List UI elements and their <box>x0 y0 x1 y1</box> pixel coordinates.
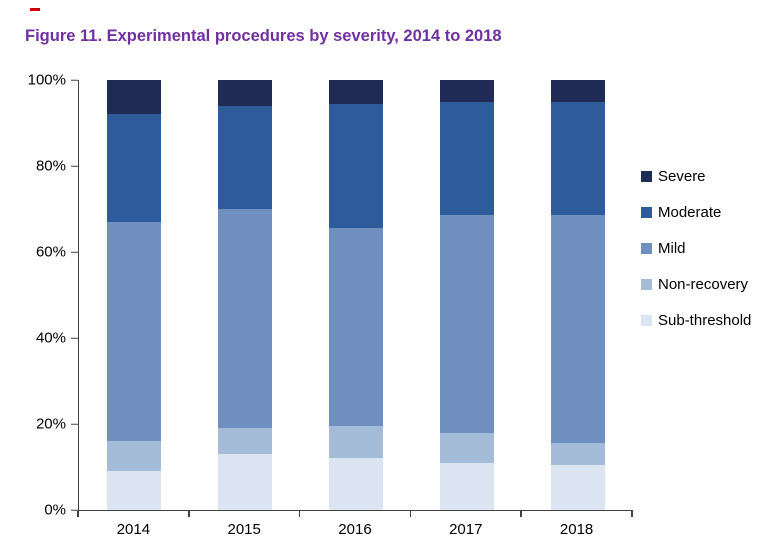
bar-segment-sub-threshold <box>439 462 494 510</box>
x-tick-mark <box>520 511 522 517</box>
y-tick-mark <box>71 337 78 339</box>
bar-segment-mild <box>550 215 605 444</box>
y-tick-label: 60% <box>35 243 66 261</box>
x-tick-label-2017: 2017 <box>449 521 483 538</box>
x-axis-labels: 2014 2015 2016 2017 2018 <box>78 521 632 538</box>
bar-segment-non-recovery <box>218 428 273 455</box>
x-tick-label-2014: 2014 <box>116 521 151 538</box>
stacked-bar-2016 <box>328 80 383 510</box>
bar-segment-non-recovery <box>439 432 494 463</box>
y-tick-mark <box>71 165 78 167</box>
y-axis-ticks <box>71 79 78 511</box>
bar-segment-moderate <box>550 101 605 216</box>
page-artifact-red-mark <box>30 8 40 11</box>
y-tick-label: 80% <box>35 157 66 175</box>
legend-swatch-moderate <box>641 206 652 218</box>
x-tick-mark <box>77 511 79 517</box>
legend-label-non-recovery: Non-recovery <box>658 275 749 293</box>
bar-segment-moderate <box>107 114 162 222</box>
figure-title: Figure 11. Experimental procedures by se… <box>25 27 502 45</box>
stacked-bar-2017 <box>439 80 494 510</box>
y-tick-mark <box>71 79 78 81</box>
bar-segment-mild <box>107 221 162 442</box>
bar-segment-severe <box>218 80 273 106</box>
legend-swatch-sub-threshold <box>641 314 652 326</box>
x-tick-mark <box>409 511 412 517</box>
stacked-bar-2018 <box>550 80 605 510</box>
x-tick-label-2016: 2016 <box>338 521 372 538</box>
y-tick-mark <box>71 251 78 253</box>
legend-item-mild: Mild <box>641 238 751 258</box>
y-tick-label: 20% <box>35 415 66 433</box>
bar-segment-non-recovery <box>328 426 383 459</box>
bar-segment-sub-threshold <box>550 464 605 510</box>
bar-segment-moderate <box>328 103 383 229</box>
legend-item-moderate: Moderate <box>641 202 751 222</box>
legend-item-non-recovery: Non-recovery <box>641 274 751 294</box>
stacked-bar-2015 <box>218 80 273 510</box>
bar-segment-mild <box>218 209 273 429</box>
bar-segment-non-recovery <box>550 443 605 465</box>
y-tick-mark <box>71 423 78 425</box>
y-tick-label: 0% <box>44 501 66 519</box>
legend-label-severe: Severe <box>658 167 706 185</box>
bar-segment-mild <box>439 215 494 433</box>
y-tick-label: 100% <box>27 71 66 89</box>
bar-segment-severe <box>328 80 383 104</box>
bar-segment-moderate <box>218 105 273 210</box>
x-tick-label-2015: 2015 <box>227 521 261 538</box>
bar-segment-non-recovery <box>107 441 162 472</box>
legend: Severe Moderate Mild Non-recovery Sub-thresh… <box>641 166 751 346</box>
x-axis-ticks <box>77 511 633 517</box>
x-tick-mark <box>298 511 301 517</box>
stacked-bar-2014 <box>107 80 162 510</box>
plot-area <box>78 80 633 511</box>
bar-segment-severe <box>550 80 605 102</box>
bar-segment-severe <box>107 80 162 115</box>
bar-segment-sub-threshold <box>218 454 273 510</box>
legend-swatch-severe <box>641 170 652 182</box>
x-tick-mark <box>631 511 633 517</box>
legend-label-mild: Mild <box>658 239 686 257</box>
bar-segment-mild <box>328 228 383 427</box>
x-tick-label-2018: 2018 <box>559 521 594 538</box>
legend-item-severe: Severe <box>641 166 751 186</box>
legend-label-sub-threshold: Sub-threshold <box>658 311 752 329</box>
bar-segment-moderate <box>439 101 494 216</box>
legend-label-moderate: Moderate <box>658 203 722 221</box>
bar-segment-severe <box>439 80 494 102</box>
y-axis-labels: 0% 20% 40% 60% 80% 100% <box>0 72 66 519</box>
bar-segment-sub-threshold <box>107 471 162 510</box>
legend-swatch-mild <box>641 242 652 254</box>
y-tick-label: 40% <box>35 329 66 347</box>
legend-item-sub-threshold: Sub-threshold <box>641 310 751 330</box>
bar-segment-sub-threshold <box>328 458 383 510</box>
x-tick-mark <box>188 511 190 517</box>
y-tick-mark <box>71 509 78 511</box>
legend-swatch-non-recovery <box>641 278 652 290</box>
